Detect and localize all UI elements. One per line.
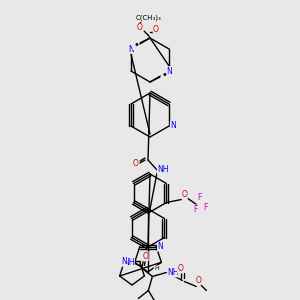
Text: NH: NH [168, 268, 179, 277]
Text: N: N [158, 242, 163, 251]
Text: O: O [137, 23, 143, 32]
Text: F: F [193, 205, 198, 214]
Text: O: O [133, 158, 139, 167]
Text: N: N [170, 122, 176, 130]
Text: O: O [142, 252, 148, 261]
Text: F: F [203, 203, 208, 212]
Text: N: N [122, 257, 127, 266]
Text: N: N [166, 67, 172, 76]
Text: O: O [153, 25, 159, 34]
Text: •: • [161, 70, 167, 80]
Text: •: • [133, 40, 139, 50]
Text: O: O [177, 264, 183, 273]
Text: F: F [197, 193, 202, 202]
Text: NH: NH [123, 258, 134, 267]
Text: NH: NH [157, 166, 169, 175]
Text: C(CH₃)₃: C(CH₃)₃ [135, 15, 161, 21]
Text: O: O [195, 276, 201, 285]
Text: N: N [128, 44, 134, 53]
Text: O: O [182, 190, 188, 199]
Text: H: H [154, 266, 159, 271]
